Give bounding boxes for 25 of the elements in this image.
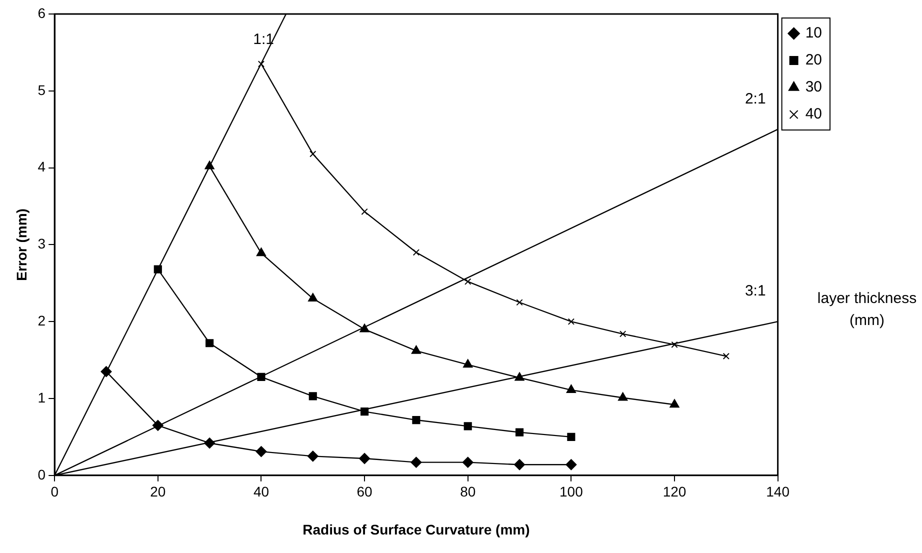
x-tick-label: 60 — [356, 484, 373, 500]
x-tick-label: 140 — [766, 484, 790, 500]
y-axis-title: Error (mm) — [13, 208, 30, 281]
x-tick-label: 80 — [460, 484, 476, 500]
series-label: 2:1 — [744, 90, 766, 108]
x-tick-label: 20 — [150, 484, 166, 500]
series-label: 1:1 — [253, 31, 274, 48]
series-label: 3:1 — [744, 282, 766, 300]
y-tick-label: 2 — [38, 312, 46, 328]
x-axis-title: Radius of Surface Curvature (mm) — [302, 521, 530, 538]
x-tick-label: 100 — [560, 484, 584, 500]
x-tick-label: 0 — [50, 484, 59, 500]
legend-label: 40 — [805, 106, 822, 123]
y-tick-label: 1 — [38, 389, 46, 406]
y-tick-label: 6 — [38, 4, 46, 21]
legend-label: 30 — [805, 78, 822, 96]
x-tick-label: 40 — [253, 484, 270, 500]
legend-label: 10 — [805, 24, 822, 42]
legend-label: 20 — [805, 52, 822, 69]
x-tick-label: 120 — [662, 484, 686, 500]
y-tick-label: 3 — [38, 236, 46, 252]
y-tick-label: 5 — [38, 82, 46, 98]
y-tick-label: 0 — [38, 466, 46, 482]
y-tick-label: 4 — [38, 158, 46, 175]
legend-title: layer thickness (mm) — [816, 289, 918, 331]
